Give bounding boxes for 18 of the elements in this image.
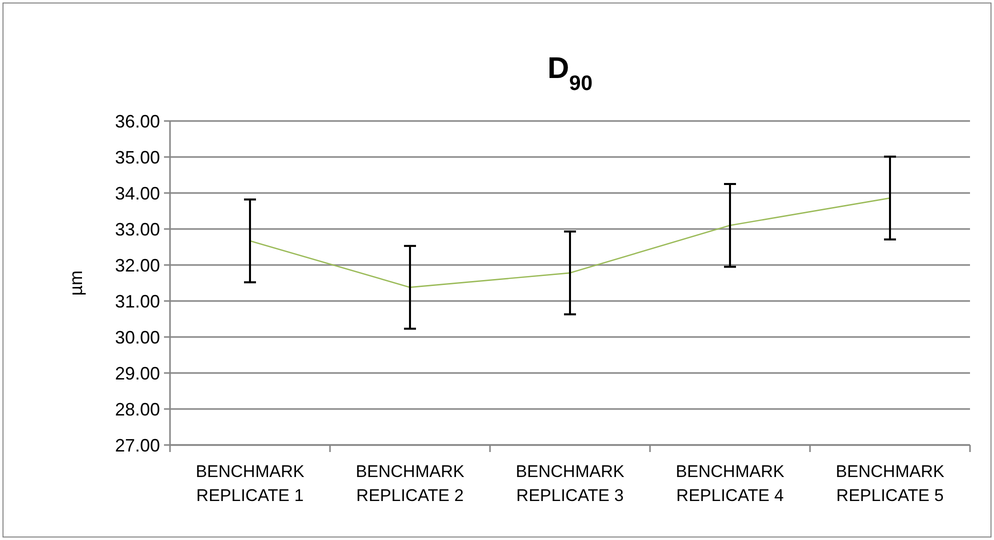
x-tick-label: BENCHMARK REPLICATE 4 [676,462,785,505]
line-series [249,197,891,288]
y-tick-label: 28.00 [114,399,160,420]
y-tick-label: 30.00 [114,327,160,348]
y-tick-label: 33.00 [114,219,160,240]
x-tick-label: BENCHMARK REPLICATE 2 [356,462,465,505]
y-tick-label: 34.00 [114,183,160,204]
y-tick-label: 29.00 [114,363,160,384]
y-tick-label: 32.00 [114,255,160,276]
y-axis-title: µm [66,270,86,296]
y-tick-label: 27.00 [114,435,160,456]
y-tick-label: 36.00 [114,111,160,132]
x-tick-label: BENCHMARK REPLICATE 3 [516,462,625,505]
x-tick-label: BENCHMARK REPLICATE 5 [836,462,945,505]
y-tick-label: 35.00 [114,147,160,168]
x-tick-label: BENCHMARK REPLICATE 1 [196,462,305,505]
chart-title: D$_{90}$ [547,52,593,94]
y-tick-label: 31.00 [114,291,160,312]
